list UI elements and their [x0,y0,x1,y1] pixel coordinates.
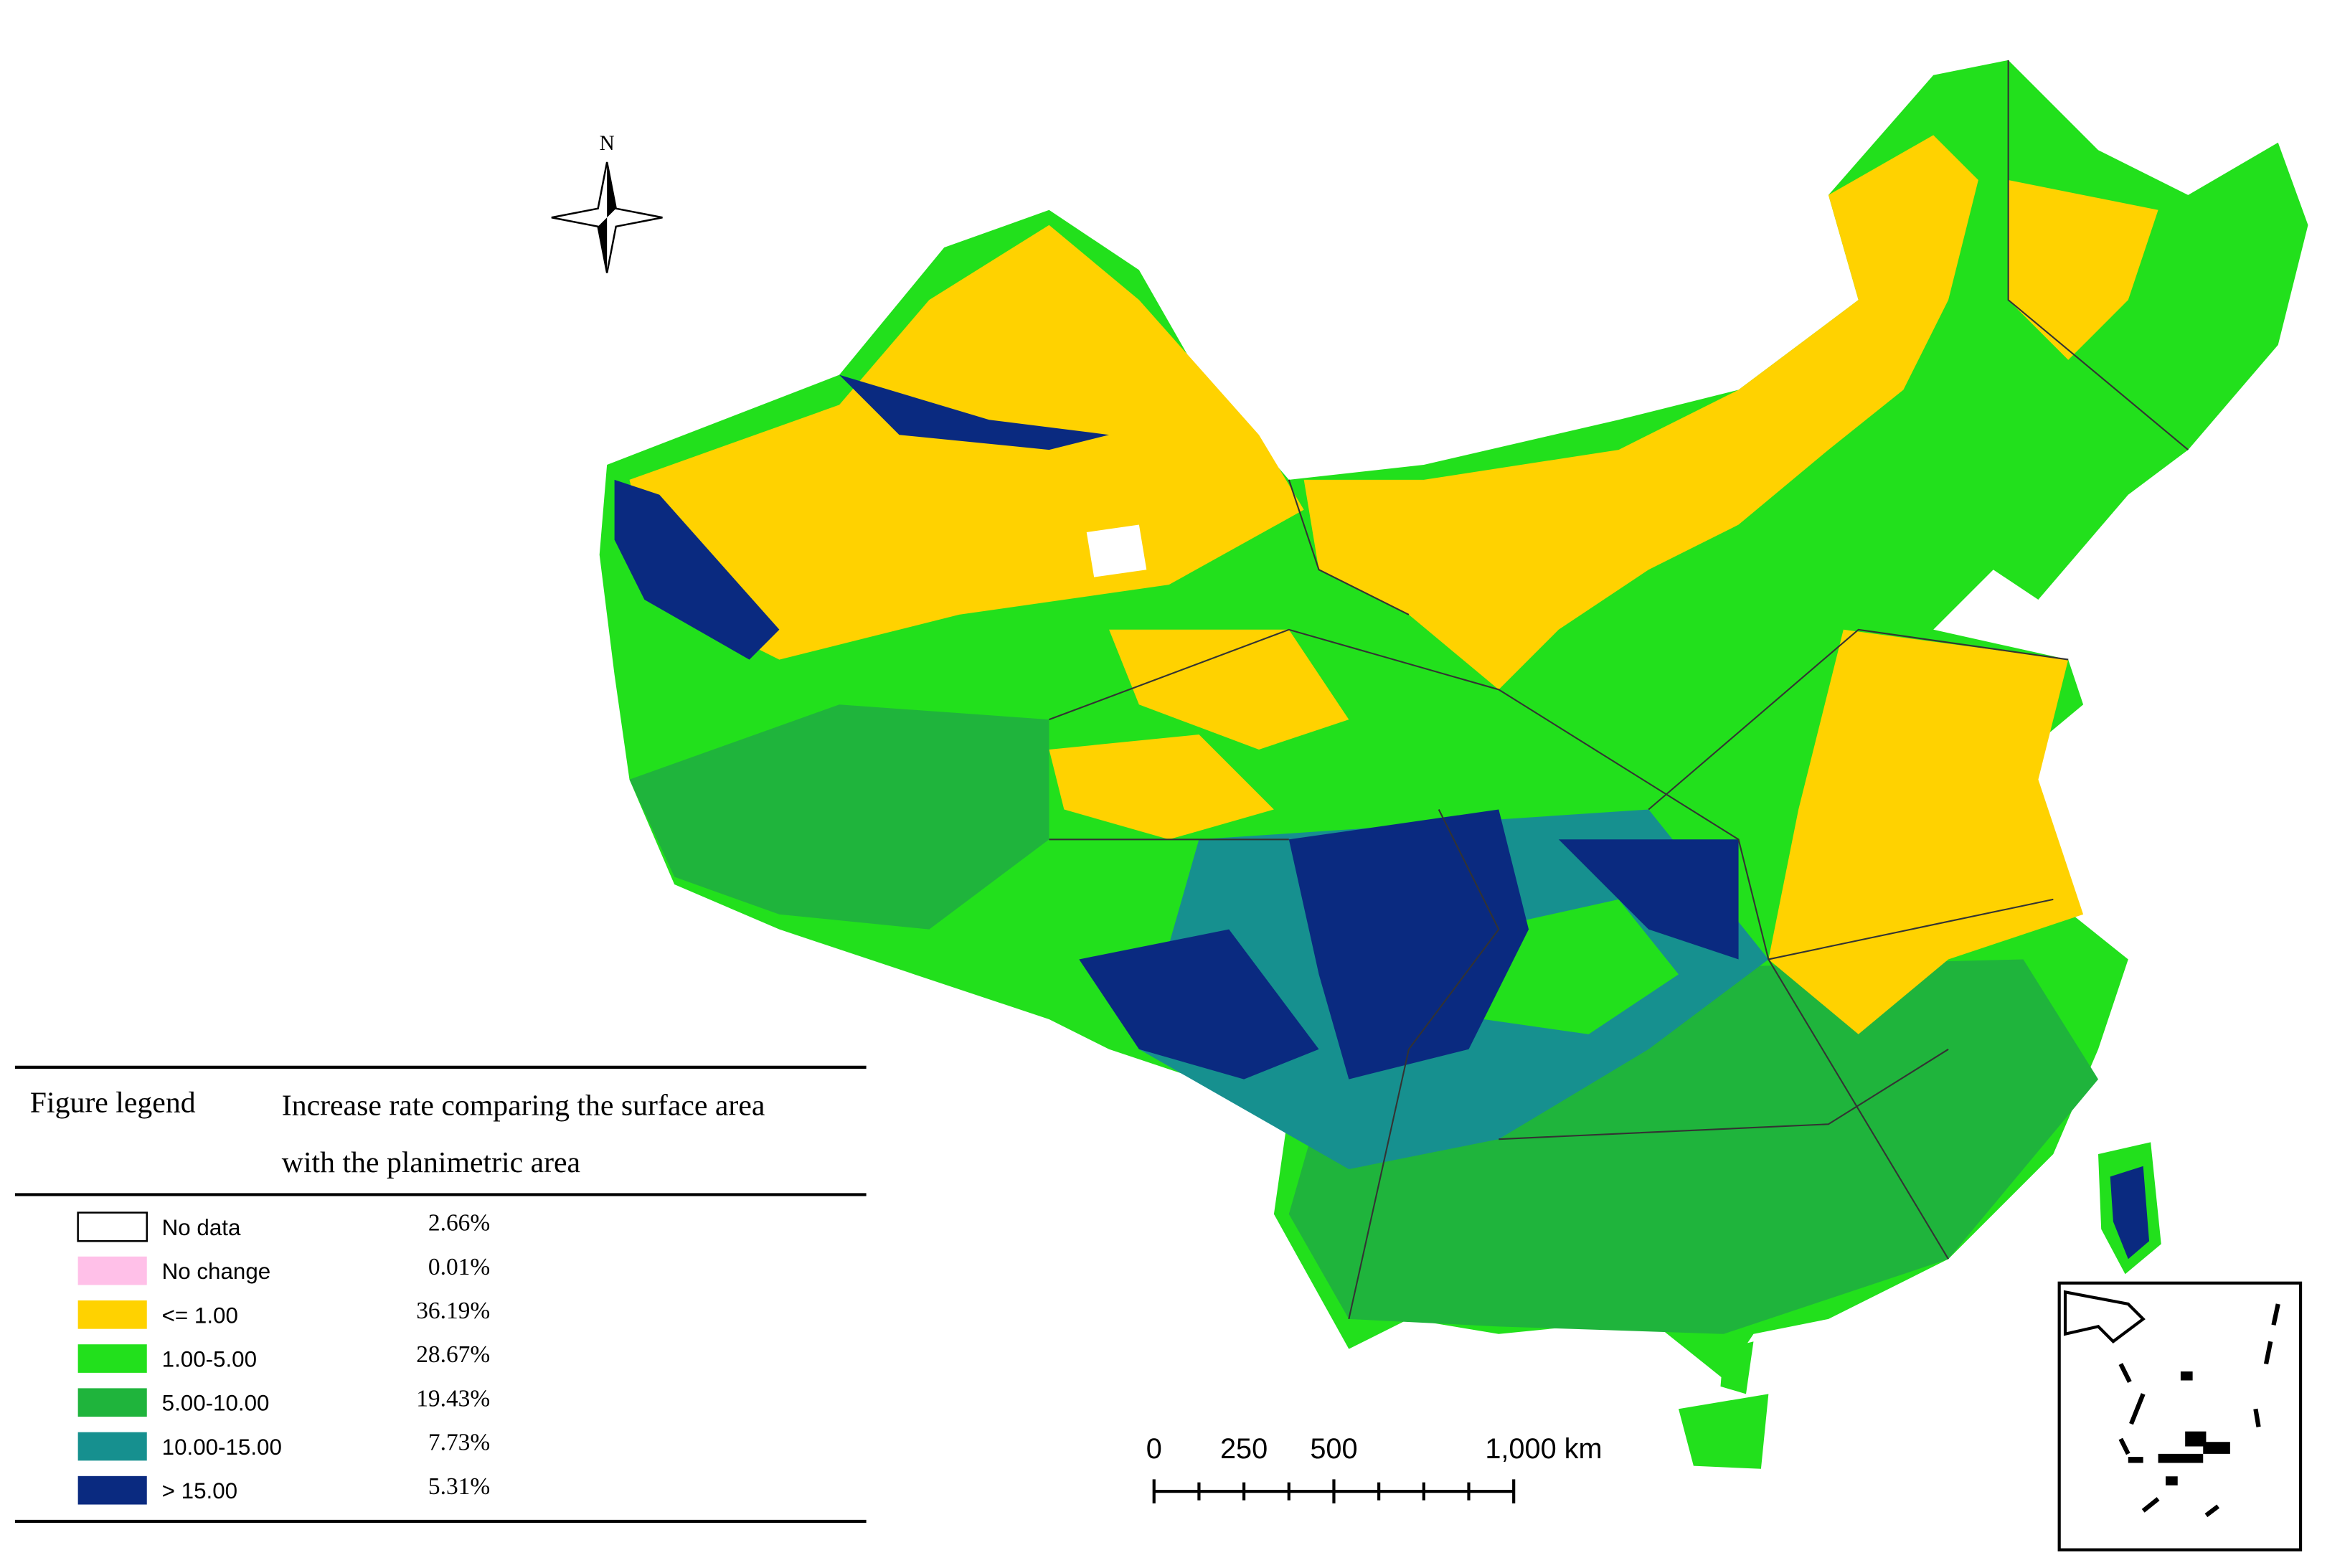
map-region [1679,1394,1769,1469]
north-label: N [600,132,615,155]
legend: Figure legend Increase rate comparing th… [0,1065,869,1526]
scale-label: 0 [1146,1433,1162,1465]
legend-label: > 15.00 [162,1478,237,1503]
map-region [2008,180,2158,360]
map-region [1483,899,1679,1034]
legend-swatch [77,1300,147,1329]
province-borders [1049,60,2189,1320]
legend-value: 19.43% [416,1385,490,1412]
north-arrow: N [551,132,663,273]
legend-swatch [77,1212,148,1242]
map-region [1720,1341,1754,1394]
legend-swatch [77,1475,147,1505]
inset-line [2118,1303,2280,1518]
legend-swatch [77,1432,147,1461]
legend-label: <= 1.00 [162,1303,238,1328]
legend-label: 1.00-5.00 [162,1347,257,1372]
legend-value: 36.19% [416,1298,490,1324]
inset-coast [2063,1290,2146,1343]
legend-value: 7.73% [428,1430,490,1456]
legend-value: 5.31% [428,1473,490,1500]
scale-label: 250 [1220,1433,1268,1465]
border [1049,60,2189,1320]
legend-label: 10.00-15.00 [162,1435,282,1460]
legend-swatch [77,1256,147,1285]
map-region [1288,809,1529,1080]
legend-value: 2.66% [428,1210,490,1237]
map-region [1079,929,1319,1080]
legend-label: 5.00-10.00 [162,1391,270,1416]
map-region [1768,629,2084,1034]
legend-label: No change [162,1259,271,1284]
legend-value: 28.67% [416,1341,490,1368]
scale-line [1152,1479,1516,1503]
legend-swatch [77,1388,147,1417]
legend-swatch [77,1344,147,1373]
map-region [1086,524,1147,577]
legend-title: Figure legend [30,1087,196,1120]
scale-label: 500 [1310,1433,1357,1465]
inset-islands [2128,1371,2230,1486]
legend-subtitle: Increase rate comparing the surface area [282,1090,765,1123]
map-region [1558,839,1739,960]
china-map [599,60,2308,1469]
map-region [839,374,1110,450]
map-region [2110,1166,2150,1260]
scale-bar: 0 250 500 1,000 km [1146,1433,1603,1503]
map-region [1049,735,1274,840]
map-region [614,479,780,660]
legend-value: 0.01% [428,1254,490,1280]
legend-label: No data [162,1215,241,1240]
map-region [629,704,1049,930]
arrow-shape [598,161,616,273]
inset-map [2057,1281,2303,1552]
legend-subtitle: with the planimetric area [282,1146,580,1179]
map-region [1303,135,1978,690]
map-region [1109,629,1349,750]
scale-label: 1,000 km [1485,1433,1602,1465]
